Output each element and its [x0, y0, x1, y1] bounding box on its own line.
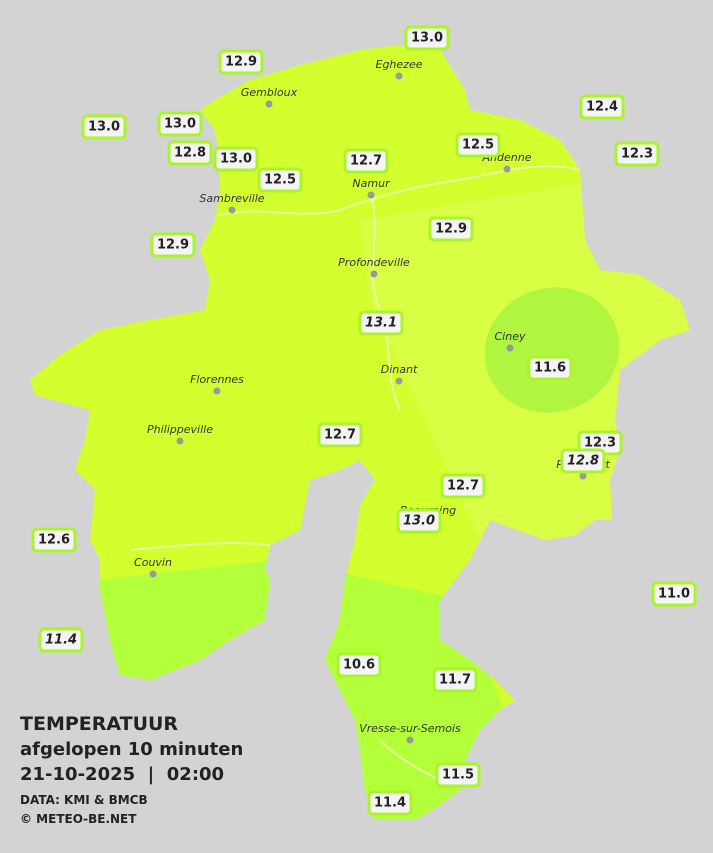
reading-box: [440, 473, 486, 499]
reading-box: [614, 141, 660, 167]
place-label: Profondeville: [338, 256, 410, 269]
reading-box: [157, 111, 203, 137]
reading-value: 12.3: [584, 436, 616, 451]
reading-box: [343, 148, 389, 174]
reading-box: [81, 114, 127, 140]
reading-value: 12.7: [350, 154, 382, 169]
place-label: Vresse-sur-Semois: [359, 722, 461, 735]
place-label: Namur: [352, 177, 391, 190]
reading-value: 13.0: [164, 117, 196, 132]
reading-box: [367, 790, 413, 816]
reading-box: [435, 762, 481, 788]
reading-value: 13.0: [411, 31, 443, 46]
place-dot: [213, 387, 221, 395]
reading-box: [257, 167, 303, 193]
reading-value: 12.9: [225, 55, 257, 70]
reading-value: 10.6: [343, 658, 375, 673]
reading-box: [358, 310, 404, 336]
reading-value: 12.5: [264, 173, 296, 188]
reading-value: 11.5: [442, 768, 474, 783]
place-dot: [176, 437, 184, 445]
reading-box: [396, 508, 442, 534]
reading-box: [31, 527, 77, 553]
reading-box: [404, 25, 450, 51]
reading-box: [432, 667, 478, 693]
reading-value: 11.7: [439, 673, 471, 688]
reading-value: 12.4: [586, 100, 618, 115]
reading-box: [218, 49, 264, 75]
place-dot: [265, 100, 273, 108]
place-label: Florennes: [190, 373, 244, 386]
place-label: Sambreville: [199, 192, 264, 205]
reading-value: 11.6: [534, 361, 566, 376]
place-label: Philippeville: [147, 423, 213, 436]
reading-value: 11.0: [658, 587, 690, 602]
legend: TEMPERATUUR afgelopen 10 minuten 21-10-2…: [20, 713, 243, 826]
reading-value: 13.0: [88, 120, 120, 135]
reading-value: 11.4: [374, 796, 406, 811]
reading-value: 12.6: [38, 533, 70, 548]
reading-value: 12.7: [324, 428, 356, 443]
place-dot: [506, 344, 514, 352]
reading-value: 13.0: [403, 514, 435, 529]
place-label: Ciney: [495, 330, 526, 343]
place-label: Gembloux: [241, 86, 298, 99]
reading-box: [38, 627, 84, 653]
reading-value: 12.9: [157, 238, 189, 253]
place-dot: [367, 191, 375, 199]
place-dot: [395, 72, 403, 80]
reading-box: [428, 216, 474, 242]
place-dot: [395, 377, 403, 385]
reading-box: [527, 355, 573, 381]
legend-subtitle: afgelopen 10 minuten: [20, 739, 243, 760]
place-dot: [503, 165, 511, 173]
place-dot: [228, 206, 236, 214]
place-dot: [579, 472, 587, 480]
reading-value: 12.9: [435, 222, 467, 237]
reading-value: 12.5: [462, 138, 494, 153]
reading-box: [560, 448, 606, 474]
legend-source: DATA: KMI & BMCB: [20, 793, 148, 807]
river: [129, 165, 581, 781]
place-dot: [406, 736, 414, 744]
reading-value: 12.3: [621, 147, 653, 162]
reading-box: [167, 140, 213, 166]
place-dot: [370, 270, 378, 278]
reading-box: [579, 94, 625, 120]
reading-value: 12.8: [174, 146, 206, 161]
place-dot: [149, 570, 157, 578]
reading-box: [455, 132, 501, 158]
reading-box: [317, 422, 363, 448]
reading-box: [336, 652, 382, 678]
legend-timestamp: 21-10-2025 | 02:00: [20, 764, 224, 785]
reading-value: 13.1: [365, 316, 397, 331]
place-label: Couvin: [134, 556, 172, 569]
legend-title: TEMPERATUUR: [20, 713, 178, 735]
reading-value: 12.8: [567, 454, 599, 469]
reading-value: 13.0: [220, 152, 252, 167]
place-label: Eghezee: [376, 58, 423, 71]
reading-box: [213, 146, 259, 172]
reading-box: [651, 581, 697, 607]
reading-value: 12.7: [447, 479, 479, 494]
zone-ciney: [484, 287, 620, 413]
reading-box: [150, 232, 196, 258]
place-label: Dinant: [381, 363, 418, 376]
legend-credit: © METEO-BE.NET: [20, 812, 137, 826]
reading-value: 11.4: [45, 633, 77, 648]
